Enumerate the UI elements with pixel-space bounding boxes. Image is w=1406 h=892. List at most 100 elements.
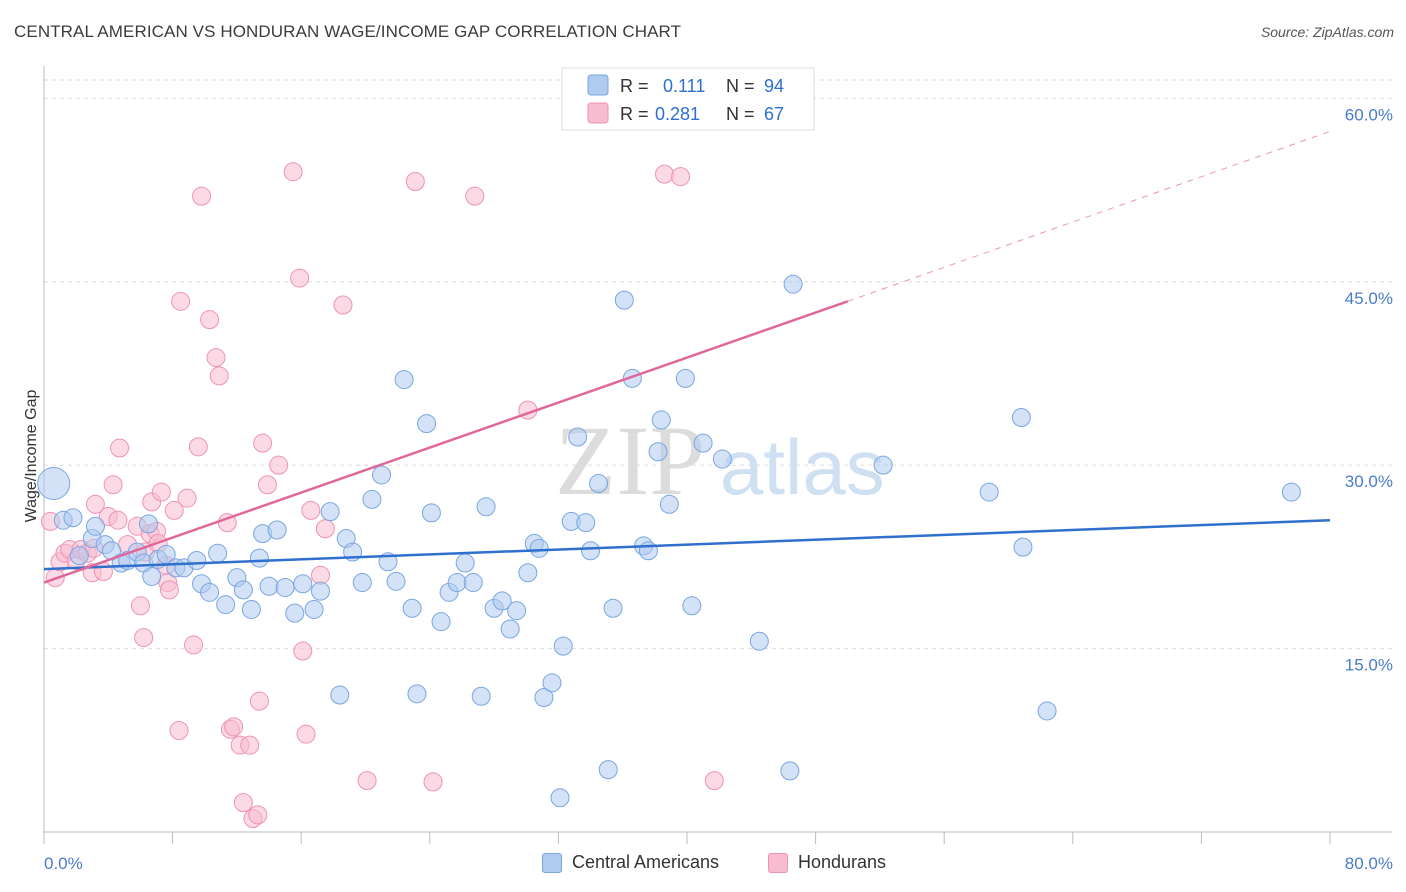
central-american-point-59 [507,601,527,621]
central-american-point-88 [873,455,893,475]
central-american-point-69 [576,513,596,533]
central-american-point-0 [37,467,71,501]
central-american-point-77 [638,541,658,561]
honduran-point-32 [177,488,197,508]
central-american-point-13 [142,566,162,586]
honduran-point-64 [654,164,674,184]
central-american-point-22 [216,595,236,615]
honduran-point-15 [110,438,130,458]
central-american-point-41 [372,465,392,485]
central-american-point-43 [386,571,406,591]
honduran-point-29 [164,500,184,520]
honduran-point-43 [233,793,253,813]
central-american-point-2 [63,508,83,528]
honduran-point-61 [423,772,443,792]
central-american-point-89 [979,482,999,502]
central-american-point-79 [651,410,671,430]
central-american-point-63 [534,687,554,707]
legend-n-label-2: N = [726,104,755,124]
central-american-point-46 [407,684,427,704]
central-american-point-25 [241,599,261,619]
central-american-point-5 [85,516,105,536]
central-american-point-68 [568,427,588,447]
central-american-point-55 [476,497,496,517]
legend-n-value-2: 67 [764,104,784,124]
honduran-point-50 [269,455,289,475]
bottom-legend-label-central-americans: Central Americans [572,852,720,872]
central-american-point-71 [589,474,609,494]
bottom-legend-swatch-pink [768,852,788,873]
central-american-point-33 [304,599,324,619]
y-tick-label-3: 60.0% [1345,105,1393,124]
central-american-point-53 [463,573,483,593]
honduran-point-31 [171,291,191,311]
honduran-point-60 [405,171,425,191]
central-american-point-21 [208,543,228,563]
grid-lines [44,79,1392,650]
central-american-point-81 [675,368,695,388]
axes [43,66,1392,844]
bottom-legend-central-americans: Central Americans [542,852,719,873]
honduran-point-34 [188,437,208,457]
central-american-point-80 [659,494,679,514]
central-american-point-48 [421,503,441,523]
honduran-point-25 [151,482,171,502]
central-american-point-47 [417,414,437,434]
y-tick-label-1: 30.0% [1345,472,1393,491]
central-american-point-93 [1281,482,1301,502]
y-tick-label-0: 15.0% [1345,656,1393,675]
central-american-point-49 [431,612,451,632]
central-american-point-74 [614,290,634,310]
central-american-point-34 [310,581,330,601]
central-american-point-65 [550,788,570,808]
honduran-point-18 [130,596,150,616]
central-americans-trend-line [43,518,1331,571]
bottom-legend-label-hondurans: Hondurans [798,852,887,872]
legend-r-label-2: R = [620,104,649,124]
x-tick-label-0: 0.0% [44,854,83,873]
bottom-legend-swatch-blue [542,852,562,873]
central-american-point-78 [648,442,668,462]
central-american-point-73 [603,598,623,618]
central-american-point-57 [492,591,512,611]
honduran-point-49 [257,475,277,495]
legend-swatch-blue [587,74,609,96]
bottom-legend: Central Americans Hondurans [0,852,1406,878]
central-american-point-90 [1011,407,1031,427]
bottom-legend-hondurans: Hondurans [768,852,886,873]
honduran-point-52 [290,268,310,288]
honduran-point-51 [283,162,303,182]
central-american-point-60 [518,563,538,583]
honduran-point-35 [192,186,212,206]
central-american-point-24 [233,580,253,600]
x-tick-label-1: 80.0% [1345,854,1393,873]
legend-n-value-1: 94 [764,76,784,96]
central-american-point-44 [394,370,414,390]
central-american-point-92 [1037,701,1057,721]
honduran-point-54 [296,724,316,744]
legend-r-value-1: 0.111 [663,76,705,96]
y-axis-label: Wage/Income Gap [23,390,40,523]
honduran-point-13 [103,475,123,495]
legend: R = 0.111 N = 94 R = 0.281 N = 67 [561,67,815,131]
honduran-point-38 [209,366,229,386]
legend-swatch-pink [587,102,609,124]
hondurans-points [40,162,724,829]
honduran-point-44 [240,735,260,755]
y-tick-labels: 15.0% 30.0% 45.0% 60.0% [1345,105,1393,674]
central-american-point-29 [267,520,287,540]
legend-r-label-1: R = [620,76,649,96]
central-american-point-66 [553,636,573,656]
central-american-point-62 [529,538,549,558]
honduran-point-53 [293,641,313,661]
central-american-point-52 [455,553,475,573]
trend-lines [43,130,1331,584]
central-american-point-70 [581,541,601,561]
central-american-point-82 [682,596,702,616]
central-american-point-39 [352,573,372,593]
central-american-point-83 [693,433,713,453]
y-tick-label-2: 45.0% [1345,289,1393,308]
central-american-point-91 [1013,537,1033,557]
central-american-point-30 [275,577,295,597]
